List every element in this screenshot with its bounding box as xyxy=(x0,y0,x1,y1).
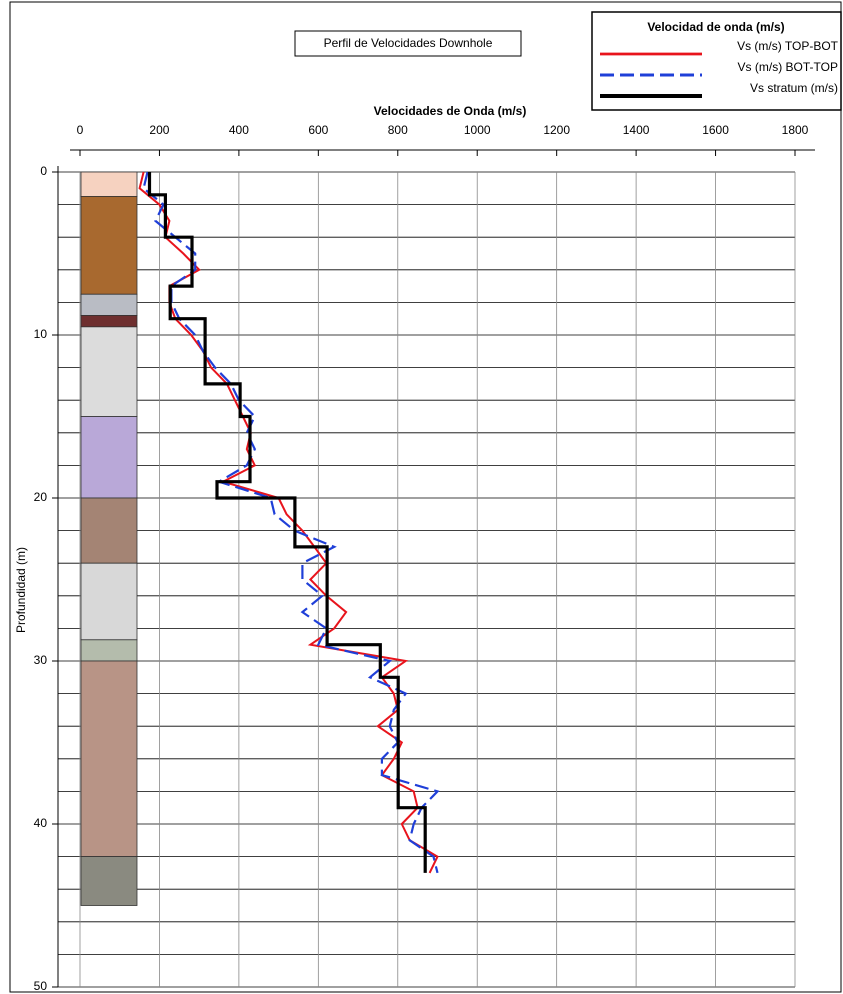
x-tick-label: 400 xyxy=(229,123,249,137)
lithology-layer xyxy=(80,315,138,328)
x-tick-label: 1400 xyxy=(623,123,650,137)
x-tick-label: 1200 xyxy=(543,123,570,137)
y-tick-label: 10 xyxy=(34,327,48,341)
legend-box xyxy=(591,11,842,111)
x-tick-label: 800 xyxy=(388,123,408,137)
lithology-layer xyxy=(80,497,138,564)
y-tick-label: 50 xyxy=(34,979,48,993)
series-line xyxy=(142,171,440,874)
x-tick-label: 200 xyxy=(149,123,169,137)
x-tick-label: 1800 xyxy=(782,123,809,137)
y-tick-label: 40 xyxy=(34,816,48,830)
lithology-layer xyxy=(80,326,138,417)
legend-title: Velocidad de onda (m/s) xyxy=(647,20,784,34)
y-tick-label: 30 xyxy=(34,653,48,667)
lithology-layer xyxy=(80,639,138,662)
x-tick-label: 600 xyxy=(308,123,328,137)
lithology-layer xyxy=(80,416,138,499)
legend-label: Vs (m/s) BOT-TOP xyxy=(738,60,838,74)
lithology-layer xyxy=(80,856,138,906)
x-tick-label: 1600 xyxy=(702,123,729,137)
legend: Velocidad de onda (m/s) Vs (m/s) TOP-BOT… xyxy=(591,11,842,111)
y-tick-label: 20 xyxy=(34,490,48,504)
x-tick-label: 0 xyxy=(77,123,84,137)
lithology-layer xyxy=(80,660,138,858)
y-tick-label: 0 xyxy=(40,164,47,178)
series-line xyxy=(147,172,427,873)
frame xyxy=(9,1,842,993)
legend-label: Vs (m/s) TOP-BOT xyxy=(737,39,839,53)
lithology-layer xyxy=(80,293,138,316)
title-box xyxy=(294,30,522,57)
y-axis-title: Profundidad (m) xyxy=(14,547,28,633)
x-axis-title: Velocidades de Onda (m/s) xyxy=(374,104,527,118)
lithology-layer xyxy=(80,562,138,641)
lithology-layer xyxy=(80,171,138,197)
x-tick-label: 1000 xyxy=(464,123,491,137)
legend-label: Vs stratum (m/s) xyxy=(750,81,838,95)
lithology-layer xyxy=(80,196,138,295)
chart-title: Perfil de Velocidades Downhole xyxy=(324,36,493,50)
